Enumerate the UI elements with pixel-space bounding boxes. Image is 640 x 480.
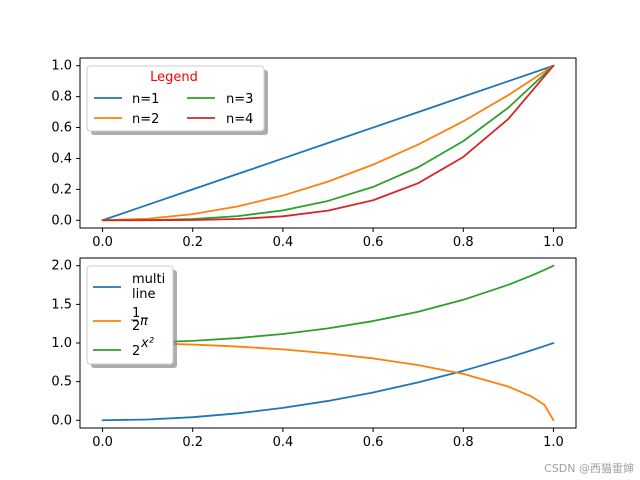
series-line-n4 (101, 64, 555, 222)
legend-label-n2: n=2 (132, 112, 159, 127)
x-tick-label: 0.8 (453, 435, 474, 450)
top-plot-series (101, 64, 555, 222)
y-tick-label: 0.0 (51, 213, 72, 228)
top-legend: Legend n=1 n=2 n=3 n=4 (86, 65, 268, 135)
series-line-n2 (101, 64, 555, 222)
y-tick-label: 2.0 (51, 259, 72, 274)
y-tick-label: 0.8 (51, 90, 72, 105)
x-squared-exponent: x² (140, 336, 154, 351)
watermark: CSDN @西猫雷婶 (544, 462, 634, 475)
bottom-plot-series (101, 264, 555, 422)
y-tick-label: 1.0 (51, 59, 72, 74)
series-line-n1 (101, 64, 555, 222)
bottom-legend-box (86, 265, 174, 365)
legend-label-two-power: 2 x² (132, 336, 154, 359)
legend-label-n1: n=1 (132, 92, 159, 107)
top-plot: 0.0 0.2 0.4 0.6 0.8 1.0 0.0 0.2 0.4 0.6 0.8 1.0 Le… (51, 57, 577, 250)
x-tick-label: 0.2 (182, 435, 203, 450)
x-tick-label: 0.4 (273, 435, 294, 450)
half-denominator: 2 (132, 319, 140, 334)
x-tick-label: 0.2 (182, 235, 203, 250)
top-plot-frame (79, 57, 577, 229)
two-base: 2 (132, 344, 140, 359)
x-tick-label: 0.6 (363, 435, 384, 450)
legend-label-n3: n=3 (226, 92, 253, 107)
x-tick-label: 1.0 (543, 435, 564, 450)
series-line-2x (101, 264, 555, 344)
bottom-legend: multi line 1 2 π 2 x² (86, 265, 177, 368)
bottom-plot: 0.0 0.2 0.4 0.6 0.8 1.0 0.0 0.5 1.0 1.5 2.0 multi… (51, 257, 577, 450)
series-line- (101, 342, 555, 422)
legend-label-multi-line: multi line (132, 272, 165, 302)
y-tick-label: 0.2 (51, 182, 72, 197)
top-plot-x-ticks: 0.0 0.2 0.4 0.6 0.8 1.0 (92, 228, 564, 250)
top-legend-title: Legend (150, 70, 198, 85)
bottom-plot-x-ticks: 0.0 0.2 0.4 0.6 0.8 1.0 (92, 428, 564, 450)
y-tick-label: 0.4 (51, 151, 72, 166)
x-tick-label: 0.8 (453, 235, 474, 250)
pi-symbol: π (140, 314, 148, 329)
legend-label-n4: n=4 (226, 112, 253, 127)
y-tick-label: 1.0 (51, 336, 72, 351)
x-tick-label: 0.0 (92, 235, 113, 250)
y-tick-label: 0.0 (51, 413, 72, 428)
x-tick-label: 0.0 (92, 435, 113, 450)
x-tick-label: 1.0 (543, 235, 564, 250)
y-tick-label: 1.5 (51, 297, 72, 312)
top-plot-y-ticks: 0.0 0.2 0.4 0.6 0.8 1.0 (51, 59, 80, 228)
half-numerator: 1 (132, 306, 140, 321)
y-tick-label: 0.5 (51, 375, 72, 390)
series-line-multi-line (101, 342, 555, 422)
legend-label-half-pi: 1 2 π (131, 306, 148, 334)
x-tick-label: 0.6 (363, 235, 384, 250)
y-tick-label: 0.6 (51, 121, 72, 136)
bottom-plot-y-ticks: 0.0 0.5 1.0 1.5 2.0 (51, 259, 80, 428)
top-legend-box (86, 65, 265, 132)
x-tick-label: 0.4 (273, 235, 294, 250)
